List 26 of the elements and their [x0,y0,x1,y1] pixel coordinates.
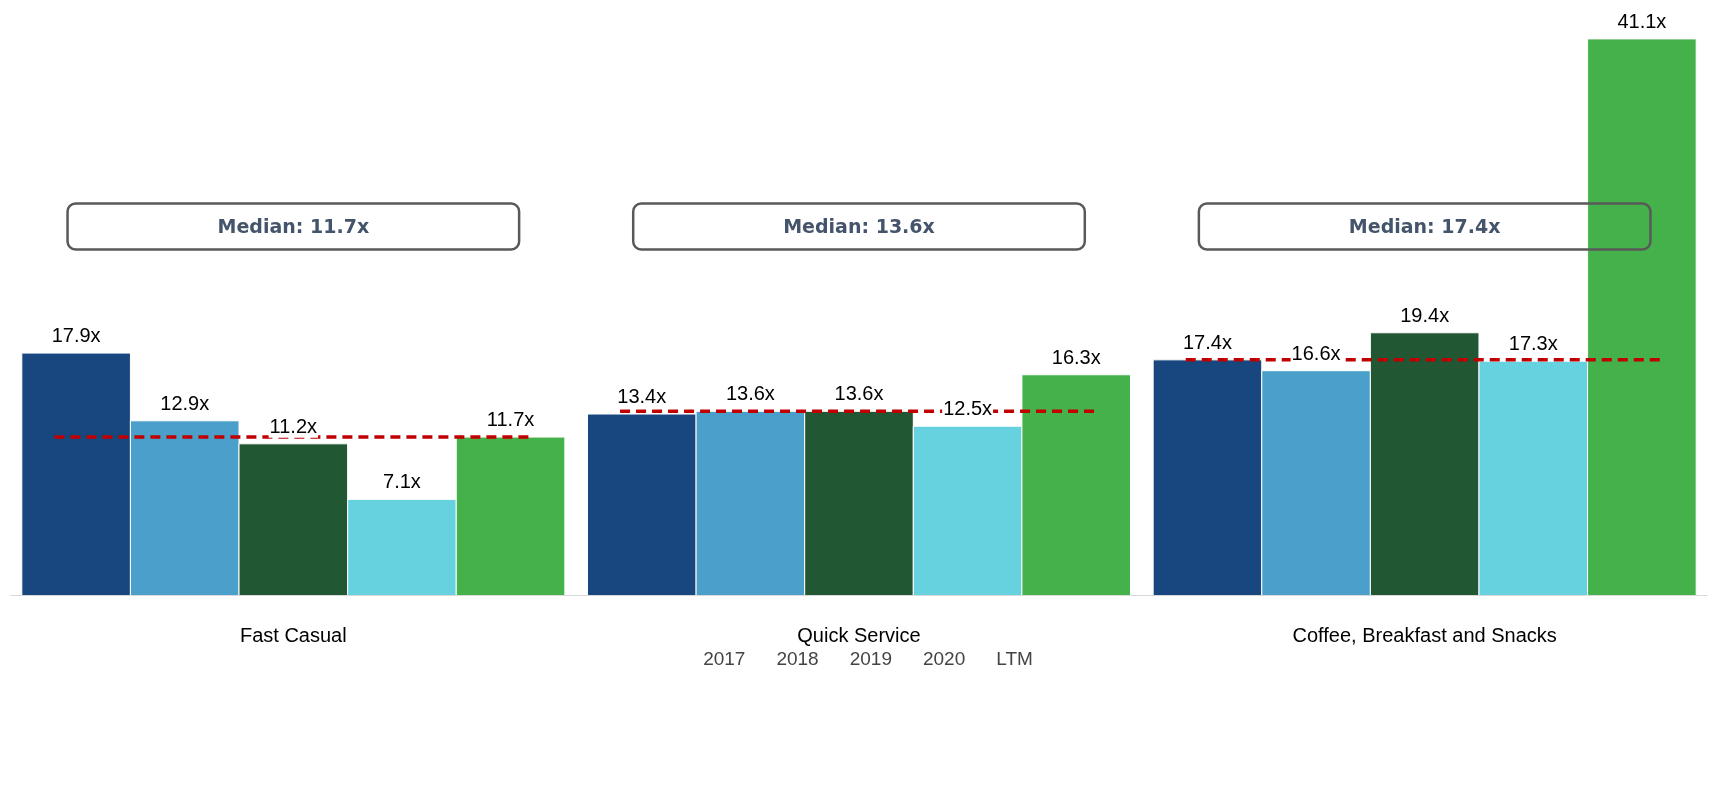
data-label: 16.6x [1291,341,1341,364]
text: 2019 [849,648,892,670]
annotation: Median: 17.4x [1348,215,1501,238]
data-label: 13.6x [725,382,775,405]
text: 2020 [922,648,966,670]
data-label: 13.6x [834,382,884,405]
text: 2017 [703,648,746,670]
data-label: 11.7x [486,408,535,431]
data-label: 12.5x [943,397,993,420]
data-label: 11.2x [269,414,318,437]
data-label: 16.3x [1051,345,1101,368]
x-tick-label: Fast Casual [239,623,347,646]
data-label: 17.3x [1508,332,1558,355]
data-label: 19.4x [1400,303,1450,326]
text: 2018 [776,648,819,670]
data-label: 7.1x [383,470,421,493]
data-label: 12.9x [160,391,210,414]
text: LTM [996,648,1033,670]
x-tick-label: Quick Service [797,623,921,646]
x-tick-label: Coffee, Breakfast and Snacks [1292,623,1557,646]
annotation: Median: 11.7x [217,215,370,238]
data-label: 13.4x [617,385,667,408]
data-label: 41.1x [1617,9,1667,32]
data-label: 17.4x [1182,330,1232,353]
annotation: Median: 13.6x [783,215,935,238]
data-label: 17.9x [51,324,101,347]
